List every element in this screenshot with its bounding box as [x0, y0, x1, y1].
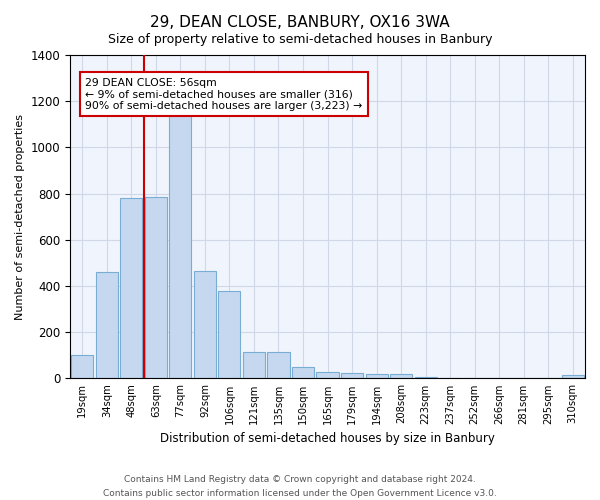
Bar	[268, 352, 290, 378]
Bar	[390, 374, 412, 378]
Bar	[194, 271, 216, 378]
Bar	[562, 375, 584, 378]
Text: Size of property relative to semi-detached houses in Banbury: Size of property relative to semi-detach…	[108, 32, 492, 46]
Bar	[120, 198, 142, 378]
Bar	[316, 372, 338, 378]
Bar	[145, 197, 167, 378]
Text: 29 DEAN CLOSE: 56sqm
← 9% of semi-detached houses are smaller (316)
90% of semi-: 29 DEAN CLOSE: 56sqm ← 9% of semi-detach…	[85, 78, 363, 111]
Bar	[341, 372, 363, 378]
Y-axis label: Number of semi-detached properties: Number of semi-detached properties	[15, 114, 25, 320]
Bar	[365, 374, 388, 378]
Text: 29, DEAN CLOSE, BANBURY, OX16 3WA: 29, DEAN CLOSE, BANBURY, OX16 3WA	[150, 15, 450, 30]
Text: Contains HM Land Registry data © Crown copyright and database right 2024.
Contai: Contains HM Land Registry data © Crown c…	[103, 476, 497, 498]
Bar	[71, 356, 94, 378]
Bar	[96, 272, 118, 378]
X-axis label: Distribution of semi-detached houses by size in Banbury: Distribution of semi-detached houses by …	[160, 432, 495, 445]
Bar	[169, 113, 191, 378]
Bar	[292, 367, 314, 378]
Bar	[243, 352, 265, 378]
Bar	[218, 290, 241, 378]
